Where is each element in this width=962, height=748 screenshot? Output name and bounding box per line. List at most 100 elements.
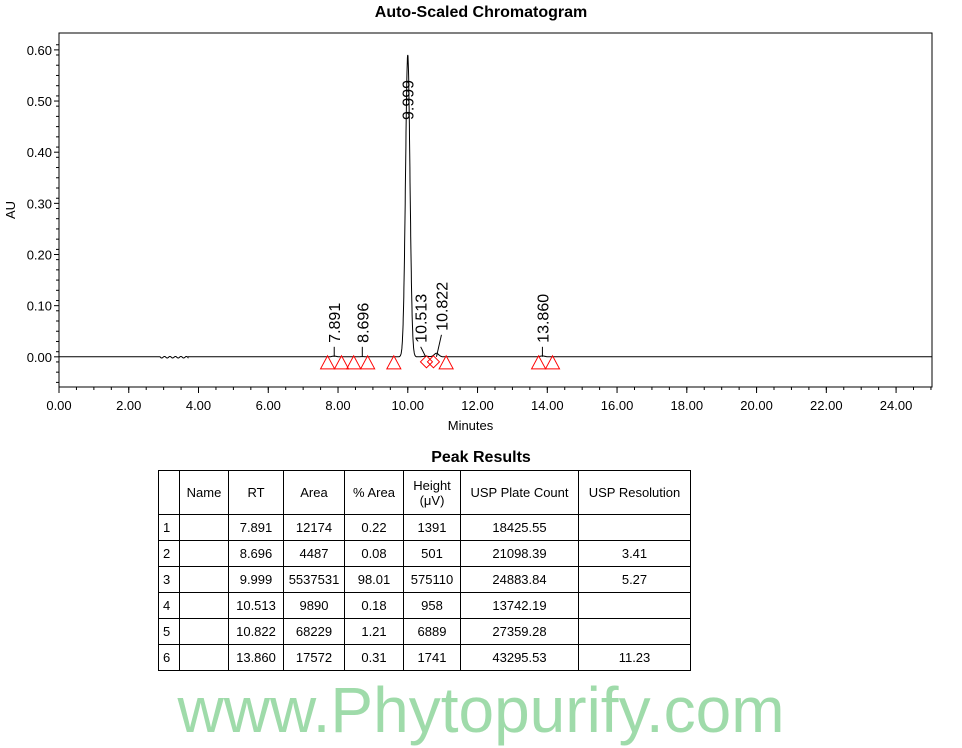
y-tick-label: 0.50 bbox=[27, 94, 52, 109]
table-cell: 13.860 bbox=[228, 644, 284, 671]
table-cell: 2 bbox=[158, 540, 180, 567]
column-header: % Area bbox=[344, 470, 404, 515]
table-cell: 68229 bbox=[283, 618, 345, 645]
y-tick-label: 0.20 bbox=[27, 248, 52, 263]
column-header: RT bbox=[228, 470, 284, 515]
x-tick-label: 10.00 bbox=[392, 398, 425, 413]
peak-end-marker bbox=[544, 354, 561, 370]
watermark: www.Phytopurify.com bbox=[177, 674, 785, 746]
table-cell bbox=[179, 514, 229, 541]
x-tick-label: 0.00 bbox=[46, 398, 71, 413]
peak-label: 7.891 bbox=[327, 303, 344, 343]
table-cell: 6 bbox=[158, 644, 180, 671]
table-cell: 3.41 bbox=[578, 540, 691, 567]
table-cell: 11.23 bbox=[578, 644, 691, 671]
table-cell: 4487 bbox=[283, 540, 345, 567]
peak-start-marker bbox=[530, 354, 547, 370]
table-cell: 958 bbox=[403, 592, 461, 619]
x-tick-label: 8.00 bbox=[325, 398, 350, 413]
x-tick-label: 2.00 bbox=[116, 398, 141, 413]
table-row: 4 10.513 9890 0.18 958 13742.19 bbox=[158, 592, 691, 619]
table-cell: 1741 bbox=[403, 644, 461, 671]
table-cell: 1 bbox=[158, 514, 180, 541]
peak-end-marker bbox=[359, 354, 376, 370]
chromatogram: 0.00 0.10 0.20 0.30 0.40 0.50 0.60 0.00 2.00 4.00… bbox=[3, 32, 933, 433]
peak-label-leader bbox=[435, 334, 442, 357]
table-cell: 6889 bbox=[403, 618, 461, 645]
table-cell: 5.27 bbox=[578, 566, 691, 593]
table-cell bbox=[179, 618, 229, 645]
peak-start-marker bbox=[385, 354, 402, 370]
table-cell: 98.01 bbox=[344, 566, 404, 593]
table-cell: 0.31 bbox=[344, 644, 404, 671]
table-cell: 27359.28 bbox=[460, 618, 579, 645]
table-row: 5 10.822 68229 1.21 6889 27359.28 bbox=[158, 618, 691, 645]
table-cell: 24883.84 bbox=[460, 566, 579, 593]
peak-end-marker bbox=[438, 354, 454, 370]
peak-start-marker bbox=[345, 354, 362, 370]
table-cell bbox=[179, 592, 229, 619]
table-cell: 8.696 bbox=[228, 540, 284, 567]
peak-label: 10.822 bbox=[434, 282, 451, 331]
column-header: USP Plate Count bbox=[460, 470, 579, 515]
table-cell: 10.513 bbox=[228, 592, 284, 619]
column-header: USP Resolution bbox=[578, 470, 691, 515]
table-cell bbox=[179, 644, 229, 671]
table-cell: 5 bbox=[158, 618, 180, 645]
x-tick-label: 12.00 bbox=[461, 398, 494, 413]
table-cell bbox=[578, 514, 691, 541]
table-cell: 0.22 bbox=[344, 514, 404, 541]
table-cell: 3 bbox=[158, 566, 180, 593]
chromatogram-trace bbox=[59, 54, 932, 359]
table-row: 1 7.891 12174 0.22 1391 18425.55 bbox=[158, 514, 691, 541]
x-tick-label: 20.00 bbox=[740, 398, 773, 413]
x-tick-label: 22.00 bbox=[810, 398, 843, 413]
x-tick-label: 6.00 bbox=[256, 398, 281, 413]
table-cell bbox=[578, 592, 691, 619]
column-header bbox=[158, 470, 180, 515]
y-axis-label: AU bbox=[3, 201, 18, 219]
column-header: Height (μV) bbox=[403, 470, 461, 515]
table-cell: 575110 bbox=[403, 566, 461, 593]
table-cell: 0.18 bbox=[344, 592, 404, 619]
table-cell: 1391 bbox=[403, 514, 461, 541]
y-tick-label: 0.00 bbox=[27, 350, 52, 365]
table-cell: 12174 bbox=[283, 514, 345, 541]
table-cell: 0.08 bbox=[344, 540, 404, 567]
table-cell bbox=[179, 566, 229, 593]
plot-frame bbox=[58, 32, 933, 388]
table-cell: 18425.55 bbox=[460, 514, 579, 541]
table-cell: 9890 bbox=[283, 592, 345, 619]
chart-title: Auto-Scaled Chromatogram bbox=[374, 4, 588, 21]
y-tick-label: 0.40 bbox=[27, 145, 52, 160]
table-row: 3 9.999 5537531 98.01 575110 24883.84 5.27 bbox=[158, 566, 691, 593]
table-cell bbox=[578, 618, 691, 645]
peak-start-marker bbox=[426, 355, 441, 369]
table-row: 2 8.696 4487 0.08 501 21098.39 3.41 bbox=[158, 540, 691, 567]
peak-label-leader bbox=[420, 346, 427, 358]
peak-start-marker bbox=[319, 354, 336, 370]
table-row: 6 13.860 17572 0.31 1741 43295.53 11.23 bbox=[158, 644, 691, 671]
x-tick-label: 14.00 bbox=[531, 398, 564, 413]
peak-label: 13.860 bbox=[535, 294, 552, 343]
y-tick-label: 0.30 bbox=[27, 196, 52, 211]
table-cell: 7.891 bbox=[228, 514, 284, 541]
y-tick-label: 0.10 bbox=[27, 299, 52, 314]
x-tick-label: 24.00 bbox=[880, 398, 913, 413]
y-tick-label: 0.60 bbox=[27, 43, 52, 58]
peak-start-marker bbox=[419, 355, 434, 369]
x-axis-label: Minutes bbox=[448, 418, 494, 433]
table-cell: 10.822 bbox=[228, 618, 284, 645]
x-tick-label: 18.00 bbox=[671, 398, 704, 413]
table-cell: 4 bbox=[158, 592, 180, 619]
column-header: Name bbox=[179, 470, 229, 515]
table-cell: 9.999 bbox=[228, 566, 284, 593]
peak-label: 9.999 bbox=[401, 80, 418, 120]
peak-results-table: Name RT Area% Area Height (μV) USP Plate Cou… bbox=[158, 470, 691, 671]
peak-label: 10.513 bbox=[414, 294, 431, 343]
peak-label: 8.696 bbox=[355, 303, 372, 343]
table-cell: 501 bbox=[403, 540, 461, 567]
x-tick-label: 4.00 bbox=[186, 398, 211, 413]
table-cell: 5537531 bbox=[283, 566, 345, 593]
column-header: Area bbox=[283, 470, 345, 515]
